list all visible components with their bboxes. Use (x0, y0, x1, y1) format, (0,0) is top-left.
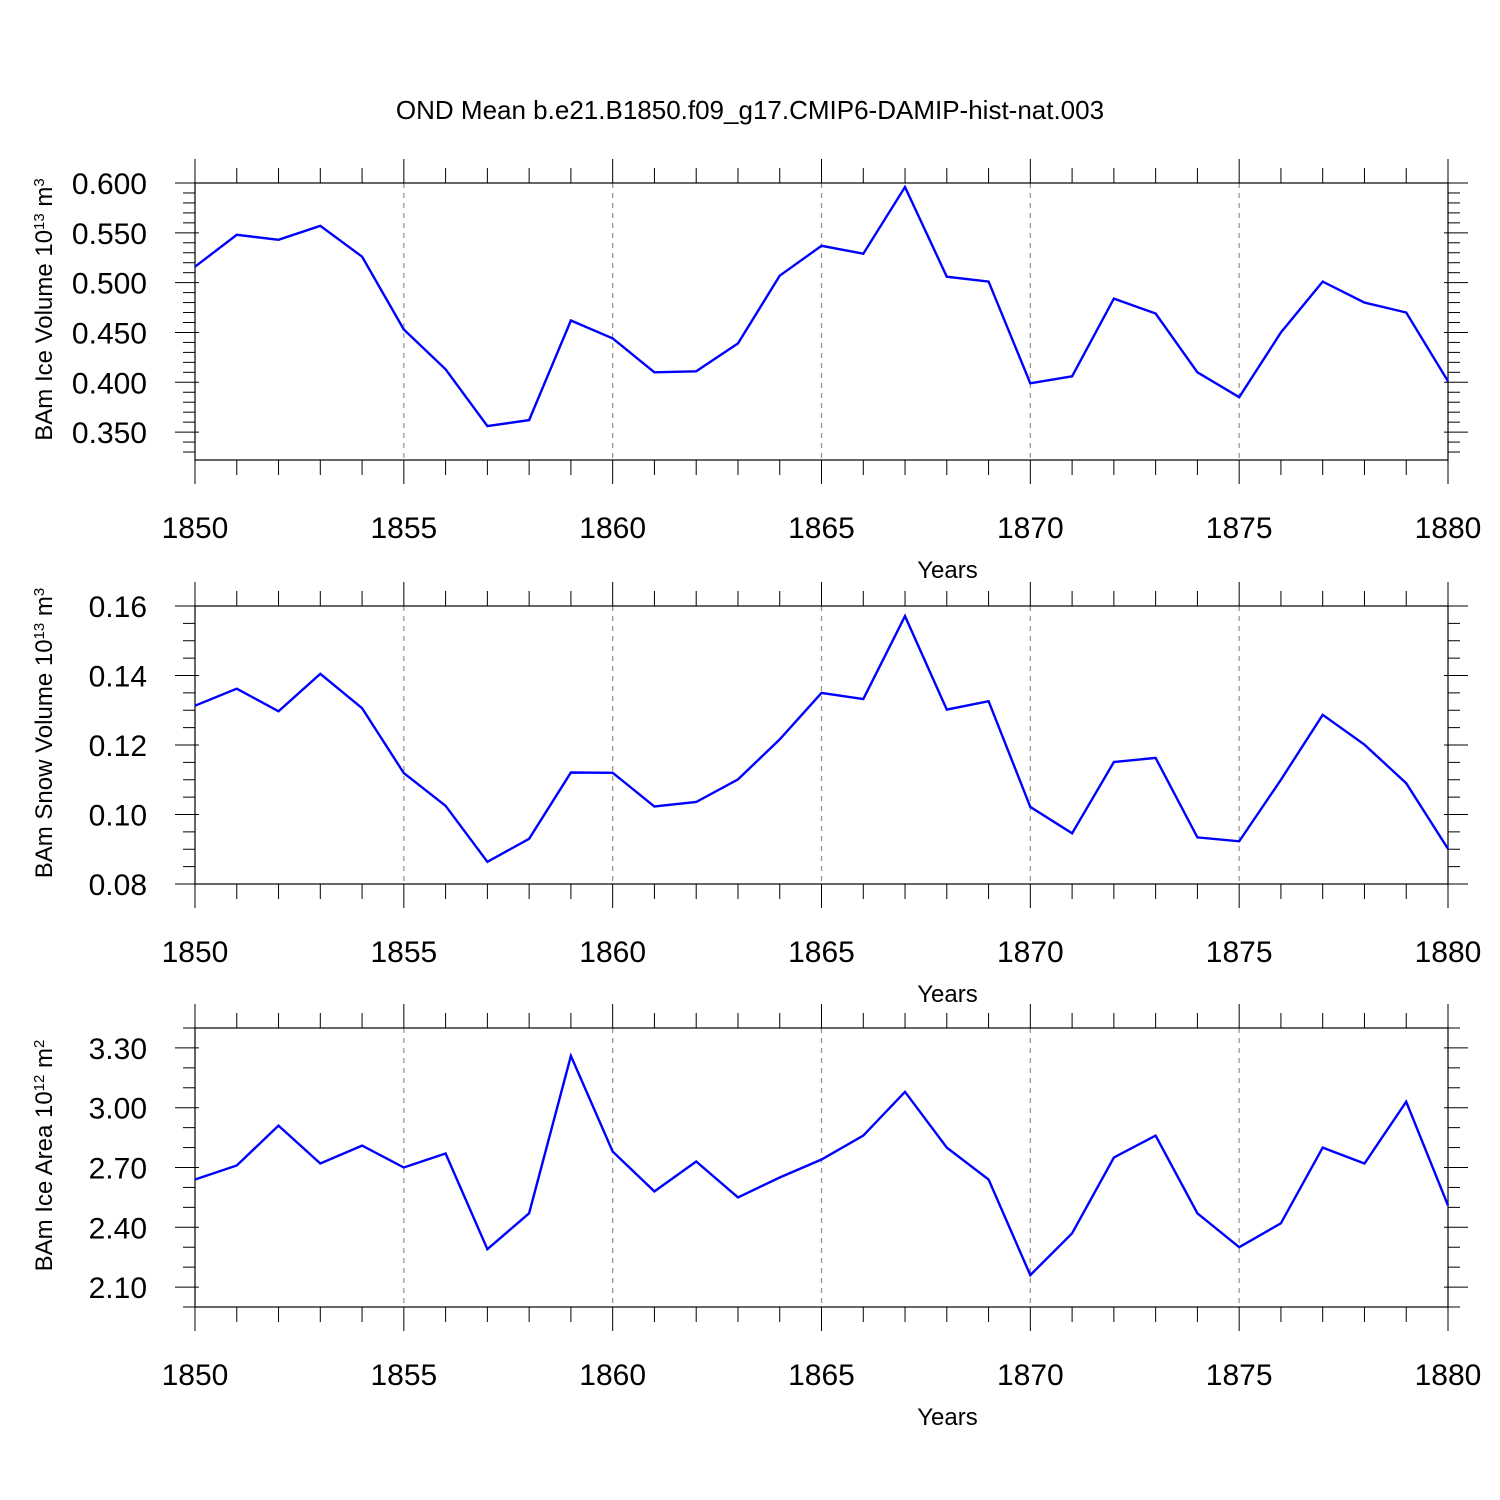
x-tick-label: 1880 (1415, 936, 1482, 969)
y-axis-title-superscript: 13 (31, 213, 48, 230)
y-tick-label: 0.12 (89, 730, 147, 763)
y-axis-title-superscript: 3 (31, 178, 48, 186)
x-axis-title: Years (917, 557, 978, 584)
y-tick-label: 0.600 (72, 168, 147, 201)
x-tick-label: 1875 (1206, 936, 1273, 969)
y-axis-title-superscript: 2 (31, 1040, 48, 1048)
x-tick-label: 1850 (162, 512, 229, 545)
y-axis-title: BAm Ice Volume 1013 m3 (31, 178, 59, 440)
x-tick-label: 1880 (1415, 512, 1482, 545)
panel-1: 1850 1855 1860 1865 1870 1875 1880 0.350 0.400 0.… (31, 159, 1482, 584)
y-axis-title-part: BAm Ice Area 10 (31, 1091, 58, 1271)
y-axis-title-part: m (31, 187, 58, 214)
y-axis-title-part: m (31, 1048, 58, 1075)
x-tick-label: 1865 (788, 512, 855, 545)
y-axis-title-part: BAm Ice Volume 10 (31, 230, 58, 441)
x-tick-label: 1860 (579, 512, 646, 545)
figure-title: OND Mean b.e21.B1850.f09_g17.CMIP6-DAMIP… (396, 95, 1104, 125)
x-tick-label: 1875 (1206, 1359, 1273, 1392)
x-tick-label: 1860 (579, 1359, 646, 1392)
x-axis-title: Years (917, 1404, 978, 1431)
panel-3: 1850 1855 1860 1865 1870 1875 1880 2.10 2.40 2.70… (31, 1004, 1482, 1431)
x-tick-label: 1860 (579, 936, 646, 969)
y-axis-title: BAm Ice Area 1012 m2 (31, 1040, 59, 1272)
x-tick-label: 1865 (788, 936, 855, 969)
x-tick-label: 1855 (370, 1359, 437, 1392)
x-tick-label: 1850 (162, 936, 229, 969)
y-tick-label: 2.70 (89, 1153, 147, 1186)
y-axis-title-superscript: 13 (31, 623, 48, 640)
x-tick-label: 1865 (788, 1359, 855, 1392)
y-tick-label: 0.400 (72, 367, 147, 400)
y-tick-label: 3.00 (89, 1093, 147, 1126)
y-tick-label: 0.10 (89, 800, 147, 833)
x-tick-label: 1855 (370, 512, 437, 545)
y-tick-label: 0.550 (72, 218, 147, 251)
y-tick-label: 2.10 (89, 1272, 147, 1305)
y-tick-label: 0.14 (89, 661, 147, 694)
y-tick-label: 0.450 (72, 317, 147, 350)
y-tick-label: 0.500 (72, 268, 147, 301)
x-axis-title: Years (917, 981, 978, 1008)
panel-2: 1850 1855 1860 1865 1870 1875 1880 0.08 0.10 0.12… (31, 582, 1482, 1008)
x-tick-label: 1875 (1206, 512, 1273, 545)
y-tick-label: 3.30 (89, 1033, 147, 1066)
y-tick-label: 2.40 (89, 1212, 147, 1245)
y-axis-title-part: BAm Snow Volume 10 (31, 639, 58, 878)
x-tick-label: 1870 (997, 1359, 1064, 1392)
y-axis-title-superscript: 3 (31, 588, 48, 596)
x-tick-label: 1880 (1415, 1359, 1482, 1392)
y-tick-label: 0.16 (89, 591, 147, 624)
x-tick-label: 1870 (997, 936, 1064, 969)
y-axis-title: BAm Snow Volume 1013 m3 (31, 588, 59, 879)
y-tick-label: 0.350 (72, 417, 147, 450)
y-tick-label: 0.08 (89, 869, 147, 902)
x-tick-label: 1855 (370, 936, 437, 969)
y-axis-title-part: m (31, 596, 58, 623)
x-tick-label: 1850 (162, 1359, 229, 1392)
x-tick-label: 1870 (997, 512, 1064, 545)
y-axis-title-superscript: 12 (31, 1075, 48, 1092)
